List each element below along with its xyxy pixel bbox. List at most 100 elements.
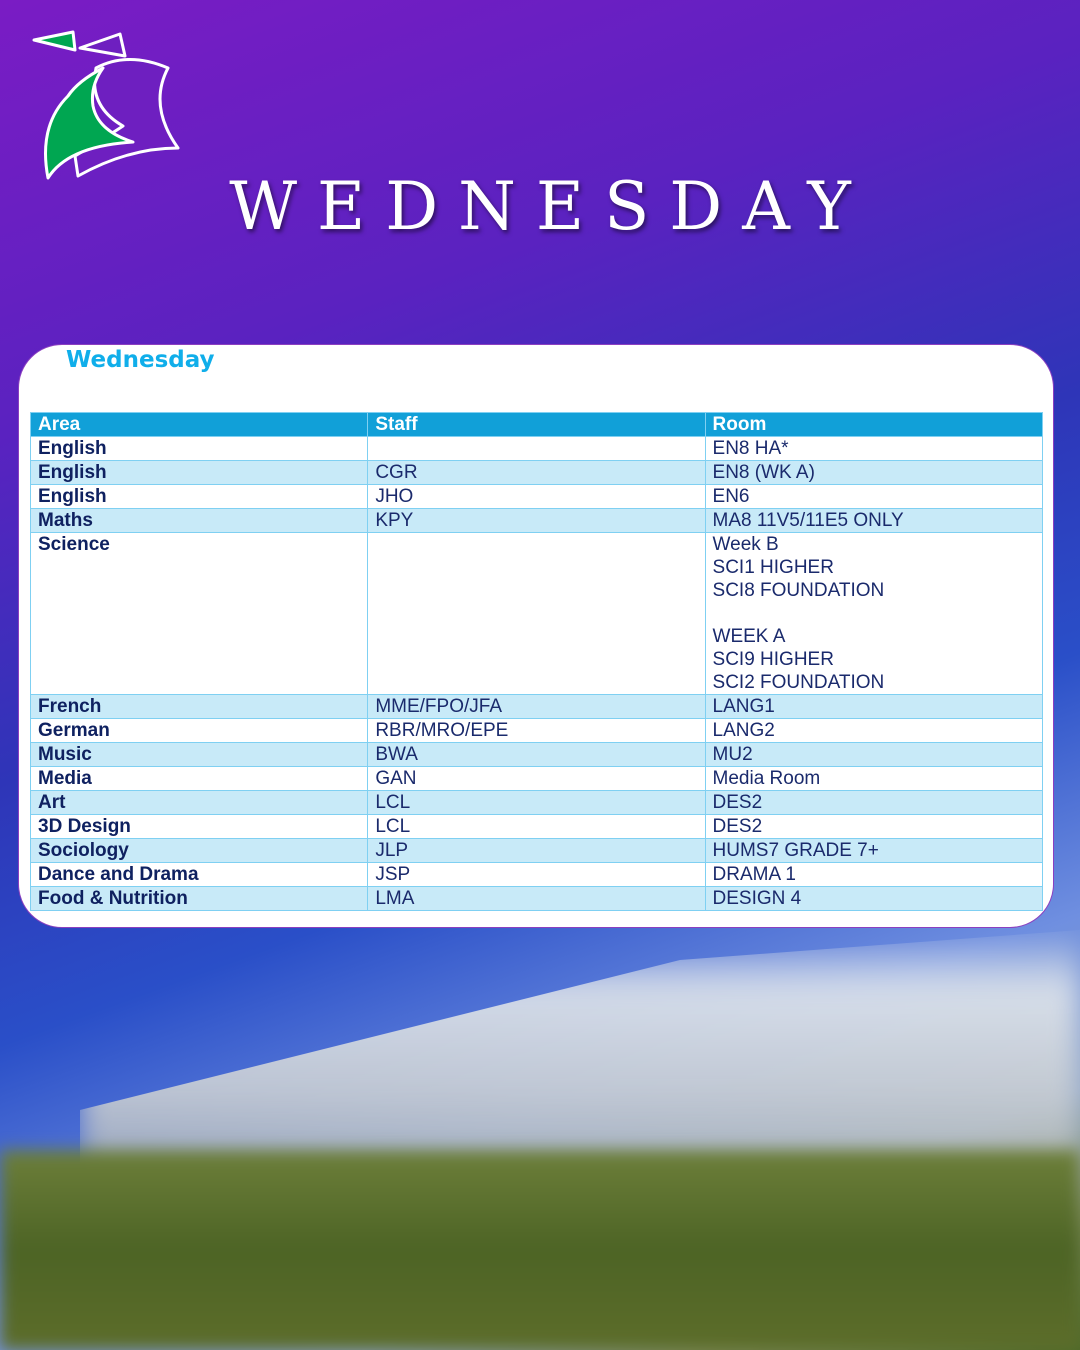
cell-room-text: DRAMA 1 — [712, 864, 796, 885]
cell-staff: JSP — [367, 862, 706, 887]
cell-area-text: Sociology — [38, 840, 129, 861]
cell-staff-text: KPY — [375, 510, 414, 531]
table-row: English JHO EN6 — [29, 484, 1044, 509]
cell-area-text: English — [38, 438, 107, 459]
cell-room: Week B SCI1 HIGHER SCI8 FOUNDATION WEEK … — [704, 532, 1044, 695]
cell-room: EN6 — [704, 484, 1044, 509]
cell-area-text: Maths — [38, 510, 93, 531]
cell-area: Music — [29, 742, 369, 767]
school-logo — [32, 30, 180, 180]
cell-room-text: EN6 — [712, 486, 750, 507]
cell-area: English — [29, 460, 369, 485]
table-row: English CGR EN8 (WK A) — [29, 460, 1044, 485]
cell-area: French — [29, 694, 369, 719]
table-row: Media GAN Media Room — [29, 766, 1044, 791]
cell-area: Sociology — [29, 838, 369, 863]
column-header-staff: Staff — [367, 412, 706, 437]
cell-room: EN8 HA* — [704, 436, 1044, 461]
timetable-card: Wednesday Area Staff Room English EN8 HA*… — [18, 344, 1054, 928]
cell-area-text: Science — [38, 534, 110, 555]
cell-staff-text: LMA — [375, 888, 415, 909]
cell-staff: LMA — [367, 886, 706, 911]
cell-area: Maths — [29, 508, 369, 533]
table-row: English EN8 HA* — [29, 436, 1044, 461]
cell-area: English — [29, 436, 369, 461]
cell-room: LANG2 — [704, 718, 1044, 743]
cell-area: Dance and Drama — [29, 862, 369, 887]
cell-area-text: English — [38, 486, 107, 507]
cell-area-text: Dance and Drama — [38, 864, 199, 885]
cell-area-text: 3D Design — [38, 816, 131, 837]
cell-room: DESIGN 4 — [704, 886, 1044, 911]
cell-area-text: Media — [38, 768, 92, 789]
table-row: Food & Nutrition LMA DESIGN 4 — [29, 886, 1044, 911]
cell-staff: CGR — [367, 460, 706, 485]
cell-area-text: German — [38, 720, 110, 741]
cell-room-text: MA8 11V5/11E5 ONLY — [712, 510, 904, 531]
cell-staff-text: RBR/MRO/EPE — [375, 720, 509, 741]
cell-room-text: EN8 HA* — [712, 438, 789, 459]
cell-area: Food & Nutrition — [29, 886, 369, 911]
cell-room: EN8 (WK A) — [704, 460, 1044, 485]
cell-room: DES2 — [704, 790, 1044, 815]
cell-room-text: LANG1 — [712, 696, 775, 717]
table-header-row: Area Staff Room — [29, 412, 1044, 437]
cell-area-text: Music — [38, 744, 92, 765]
cell-room: LANG1 — [704, 694, 1044, 719]
cell-room-text: DESIGN 4 — [712, 888, 802, 909]
cell-staff: BWA — [367, 742, 706, 767]
cell-staff-text: JHO — [375, 486, 414, 507]
cell-room: DES2 — [704, 814, 1044, 839]
cell-staff-text: GAN — [375, 768, 417, 789]
cell-staff — [367, 436, 706, 461]
cell-area-text: Art — [38, 792, 66, 813]
cell-staff-text: CGR — [375, 462, 418, 483]
cell-staff-text: JSP — [375, 864, 411, 885]
table-row: Maths KPY MA8 11V5/11E5 ONLY — [29, 508, 1044, 533]
cell-staff: LCL — [367, 814, 706, 839]
cell-room-text: MU2 — [712, 744, 753, 765]
table-row: German RBR/MRO/EPE LANG2 — [29, 718, 1044, 743]
cell-staff: LCL — [367, 790, 706, 815]
table-row: Science Week B SCI1 HIGHER SCI8 FOUNDATIO… — [29, 532, 1044, 695]
cell-room: Media Room — [704, 766, 1044, 791]
cell-staff-text: MME/FPO/JFA — [375, 696, 503, 717]
table-row: Sociology JLP HUMS7 GRADE 7+ — [29, 838, 1044, 863]
cell-room: DRAMA 1 — [704, 862, 1044, 887]
cell-staff: KPY — [367, 508, 706, 533]
cell-room-text: DES2 — [712, 816, 763, 837]
cell-staff-text: LCL — [375, 816, 411, 837]
table-row: French MME/FPO/JFA LANG1 — [29, 694, 1044, 719]
cell-room-text: HUMS7 GRADE 7+ — [712, 840, 879, 861]
cell-room: HUMS7 GRADE 7+ — [704, 838, 1044, 863]
background-grass — [0, 1150, 1080, 1350]
cell-room: MA8 11V5/11E5 ONLY — [704, 508, 1044, 533]
cell-room-text: EN8 (WK A) — [712, 462, 815, 483]
cell-area: Art — [29, 790, 369, 815]
column-header-room: Room — [704, 412, 1044, 437]
cell-staff: JLP — [367, 838, 706, 863]
card-title: Wednesday — [66, 347, 215, 373]
cell-staff — [367, 532, 706, 695]
cell-staff-text: LCL — [375, 792, 411, 813]
cell-area: 3D Design — [29, 814, 369, 839]
table-row: Dance and Drama JSP DRAMA 1 — [29, 862, 1044, 887]
cell-staff: JHO — [367, 484, 706, 509]
cell-area-text: Food & Nutrition — [38, 888, 188, 909]
cell-staff: RBR/MRO/EPE — [367, 718, 706, 743]
cell-area-text: French — [38, 696, 102, 717]
table-row: 3D Design LCL DES2 — [29, 814, 1044, 839]
cell-area: Science — [29, 532, 369, 695]
cell-room-text: Week B SCI1 HIGHER SCI8 FOUNDATION WEEK … — [712, 534, 885, 693]
cell-room: MU2 — [704, 742, 1044, 767]
page-title: WEDNESDAY — [229, 168, 871, 245]
cell-staff: MME/FPO/JFA — [367, 694, 706, 719]
cell-room-text: Media Room — [712, 768, 821, 789]
cell-area-text: English — [38, 462, 107, 483]
cell-room-text: DES2 — [712, 792, 763, 813]
cell-room-text: LANG2 — [712, 720, 775, 741]
table-row: Music BWA MU2 — [29, 742, 1044, 767]
cell-area: German — [29, 718, 369, 743]
cell-staff-text: JLP — [375, 840, 409, 861]
cell-area: English — [29, 484, 369, 509]
